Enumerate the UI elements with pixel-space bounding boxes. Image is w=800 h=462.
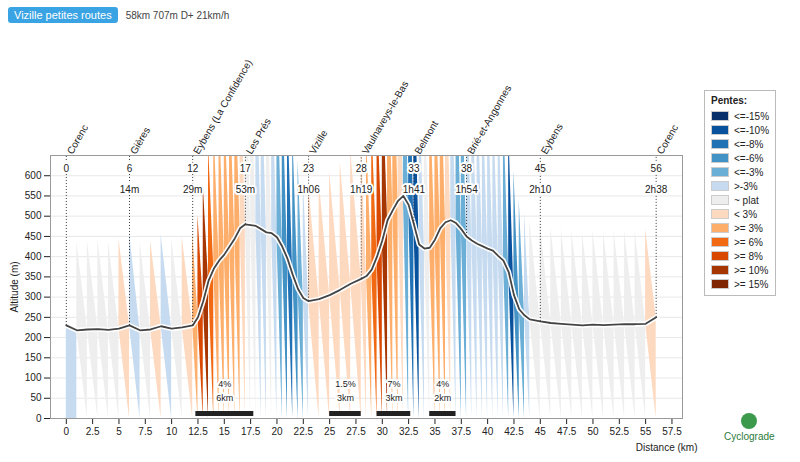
svg-text:Corenc: Corenc — [655, 123, 681, 156]
svg-text:0: 0 — [36, 413, 42, 424]
svg-text:12: 12 — [187, 163, 199, 174]
html-text:<=-6%: <=-6% — [734, 152, 764, 164]
svg-text:2km: 2km — [434, 393, 451, 403]
svg-text:1.5%: 1.5% — [335, 379, 356, 389]
svg-text:2h38: 2h38 — [645, 184, 668, 195]
svg-text:17.5: 17.5 — [241, 426, 261, 437]
svg-text:Corenc: Corenc — [65, 123, 91, 156]
svg-text:300: 300 — [25, 291, 42, 302]
svg-text:Les Prés: Les Prés — [244, 116, 273, 156]
html-text:Vizille petites routes: Vizille petites routes — [14, 9, 112, 21]
svg-text:45: 45 — [535, 426, 547, 437]
svg-text:37.5: 37.5 — [452, 426, 472, 437]
svg-text:6km: 6km — [216, 393, 233, 403]
svg-text:7%: 7% — [387, 379, 400, 389]
html-text:Cyclograde: Cyclograde — [724, 431, 775, 442]
html-text:>-3%: >-3% — [734, 180, 758, 192]
svg-text:250: 250 — [25, 312, 42, 323]
svg-text:40: 40 — [482, 426, 494, 437]
svg-text:0: 0 — [64, 163, 70, 174]
svg-text:47.5: 47.5 — [557, 426, 577, 437]
svg-text:10: 10 — [166, 426, 178, 437]
html-text:<=-8%: <=-8% — [734, 138, 764, 150]
svg-text:350: 350 — [25, 271, 42, 282]
svg-text:3km: 3km — [337, 393, 354, 403]
svg-text:12.5: 12.5 — [188, 426, 208, 437]
svg-text:50: 50 — [587, 426, 599, 437]
svg-text:Brié-et-Angonnes: Brié-et-Angonnes — [465, 83, 513, 156]
html-text:<=-3%: <=-3% — [734, 166, 764, 178]
html-text:58km 707m D+ 21km/h: 58km 707m D+ 21km/h — [125, 9, 230, 21]
svg-text:150: 150 — [25, 352, 42, 363]
svg-text:400: 400 — [25, 251, 42, 262]
svg-text:4%: 4% — [436, 379, 449, 389]
svg-text:600: 600 — [25, 170, 42, 181]
html-text:~ plat: ~ plat — [734, 194, 759, 206]
svg-text:5: 5 — [116, 426, 122, 437]
svg-text:28: 28 — [356, 163, 368, 174]
svg-text:Eybens (La Confidence): Eybens (La Confidence) — [191, 58, 254, 156]
svg-text:23: 23 — [303, 163, 315, 174]
svg-text:Gières: Gières — [128, 125, 152, 156]
svg-text:25: 25 — [324, 426, 336, 437]
svg-text:6: 6 — [127, 163, 133, 174]
html-text:Pentes:: Pentes: — [711, 95, 748, 106]
svg-text:38: 38 — [461, 163, 473, 174]
svg-text:Vaulnaveys-le-Bas: Vaulnaveys-le-Bas — [360, 79, 411, 156]
svg-text:Altitude (m): Altitude (m) — [9, 261, 20, 312]
html-text:>= 8%: >= 8% — [734, 250, 763, 262]
svg-text:35: 35 — [429, 426, 441, 437]
svg-text:1h19: 1h19 — [350, 184, 373, 195]
svg-text:3km: 3km — [385, 393, 402, 403]
svg-text:20: 20 — [271, 426, 283, 437]
svg-text:4%: 4% — [218, 379, 231, 389]
svg-text:17: 17 — [240, 163, 252, 174]
svg-text:1h41: 1h41 — [403, 184, 426, 195]
svg-text:53m: 53m — [236, 184, 255, 195]
svg-text:30: 30 — [377, 426, 389, 437]
html-text:>= 6%: >= 6% — [734, 236, 763, 248]
svg-text:55: 55 — [640, 426, 652, 437]
svg-text:500: 500 — [25, 210, 42, 221]
svg-text:7.5: 7.5 — [138, 426, 152, 437]
svg-text:56: 56 — [651, 163, 663, 174]
html-text:>= 10%: >= 10% — [734, 264, 769, 276]
svg-text:550: 550 — [25, 190, 42, 201]
svg-text:15: 15 — [219, 426, 231, 437]
svg-text:2h10: 2h10 — [529, 184, 552, 195]
svg-text:27.5: 27.5 — [346, 426, 366, 437]
svg-text:Eybens: Eybens — [539, 122, 565, 156]
svg-text:0: 0 — [64, 426, 70, 437]
svg-text:450: 450 — [25, 231, 42, 242]
svg-text:Vizille: Vizille — [307, 128, 330, 156]
svg-text:1h54: 1h54 — [455, 184, 478, 195]
html-text:<=-15%: <=-15% — [734, 110, 769, 122]
html-text:<=-10%: <=-10% — [734, 124, 769, 136]
svg-text:22.5: 22.5 — [294, 426, 314, 437]
svg-text:33: 33 — [408, 163, 420, 174]
svg-text:52.5: 52.5 — [610, 426, 630, 437]
svg-text:32.5: 32.5 — [399, 426, 419, 437]
svg-text:50: 50 — [30, 392, 42, 403]
svg-text:Belmont: Belmont — [412, 119, 440, 156]
svg-text:200: 200 — [25, 332, 42, 343]
html-text:< 3%: < 3% — [734, 208, 758, 220]
html-text:>= 15%: >= 15% — [734, 278, 769, 290]
svg-text:57.5: 57.5 — [662, 426, 682, 437]
svg-text:29m: 29m — [183, 184, 202, 195]
html-text:>= 3%: >= 3% — [734, 222, 763, 234]
svg-text:14m: 14m — [120, 184, 139, 195]
svg-text:100: 100 — [25, 372, 42, 383]
svg-text:2.5: 2.5 — [86, 426, 100, 437]
svg-text:1h06: 1h06 — [297, 184, 320, 195]
svg-text:42.5: 42.5 — [504, 426, 524, 437]
svg-text:45: 45 — [535, 163, 547, 174]
svg-text:Distance (km): Distance (km) — [636, 442, 698, 453]
